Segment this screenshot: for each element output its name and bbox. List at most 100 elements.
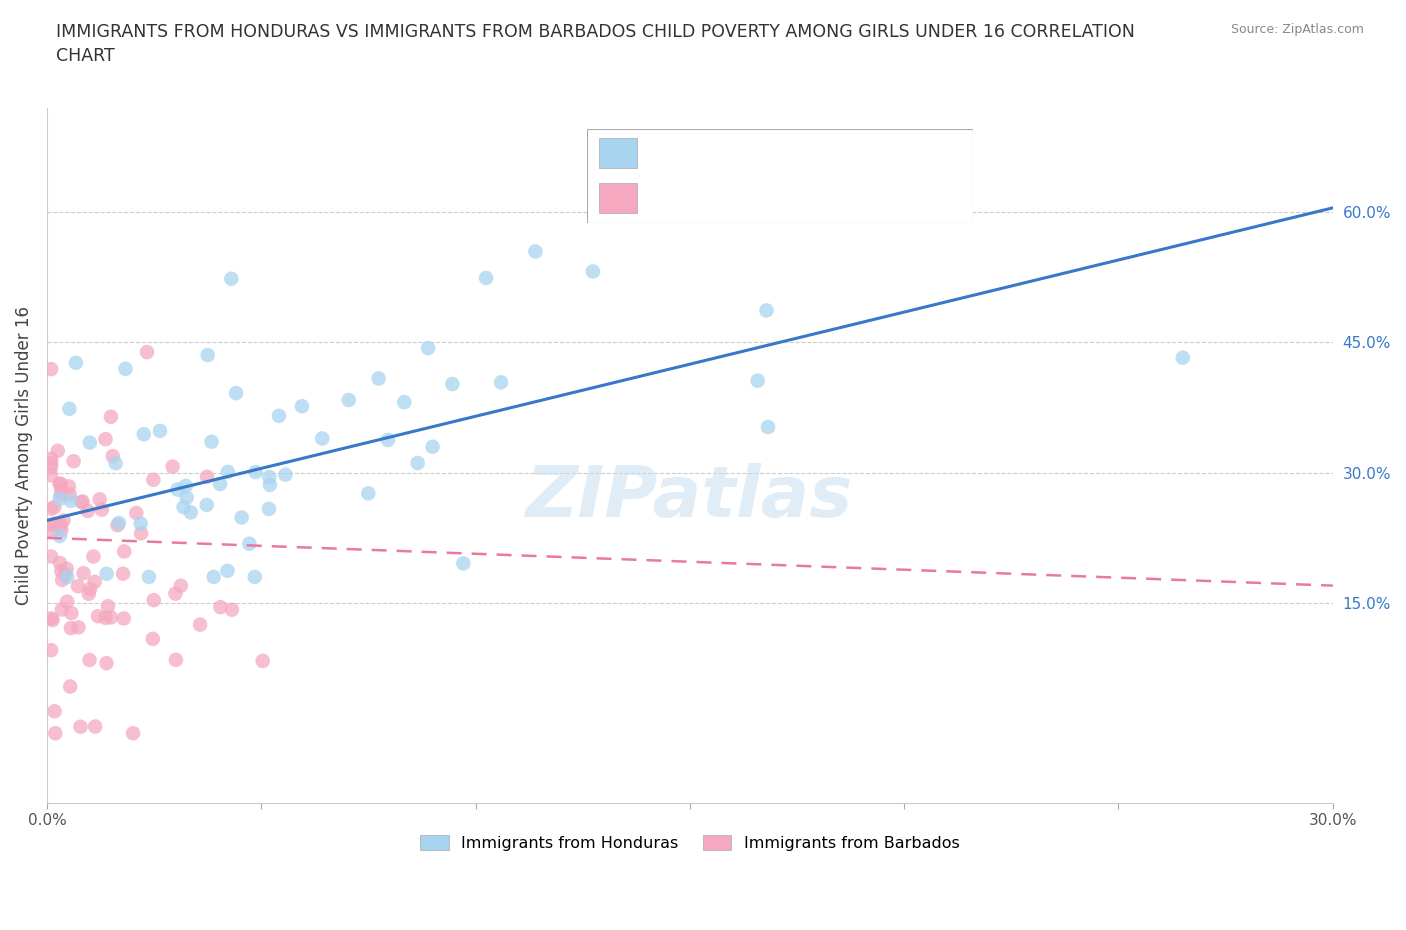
Point — [52, 513, 75, 528]
Point — [49, 476, 72, 491]
Point — [55, 562, 77, 577]
Point — [97, 599, 120, 614]
Point — [142, 472, 165, 487]
Point — [174, 479, 197, 494]
Point — [582, 264, 605, 279]
Point — [82, 549, 104, 564]
Point — [107, 518, 129, 533]
Point — [195, 498, 218, 512]
Point — [39, 451, 62, 466]
Point — [49, 517, 72, 532]
Point — [53, 567, 76, 582]
Point — [96, 566, 118, 581]
Point — [142, 631, 165, 646]
Point — [96, 656, 118, 671]
Point — [1171, 351, 1194, 365]
Point — [122, 725, 145, 740]
Point — [89, 492, 111, 507]
Point — [209, 600, 232, 615]
Point — [59, 494, 82, 509]
Point — [267, 408, 290, 423]
Point — [441, 377, 464, 392]
Point — [62, 454, 84, 469]
Point — [39, 643, 62, 658]
Point — [453, 556, 475, 571]
Point — [180, 505, 202, 520]
Point — [337, 392, 360, 407]
Point — [59, 679, 82, 694]
Point — [108, 515, 131, 530]
Point — [56, 569, 79, 584]
Point — [176, 490, 198, 505]
Point — [87, 609, 110, 624]
Point — [49, 487, 72, 502]
Point — [79, 435, 101, 450]
Point — [839, 184, 862, 199]
Point — [238, 537, 260, 551]
Point — [524, 244, 547, 259]
Point — [49, 555, 72, 570]
Point — [197, 348, 219, 363]
Point — [935, 166, 957, 180]
Point — [162, 459, 184, 474]
Text: ZIPatlas: ZIPatlas — [526, 462, 853, 532]
Point — [79, 581, 101, 596]
Point — [72, 565, 94, 580]
Point — [129, 516, 152, 531]
Point — [101, 448, 124, 463]
Point — [39, 611, 62, 626]
Point — [48, 491, 70, 506]
Point — [56, 594, 79, 609]
Point — [100, 409, 122, 424]
Point — [489, 375, 512, 390]
Point — [39, 501, 62, 516]
Point — [39, 460, 62, 475]
Point — [243, 569, 266, 584]
Point — [44, 516, 66, 531]
Point — [114, 362, 136, 377]
Point — [112, 544, 135, 559]
Point — [165, 652, 187, 667]
Point — [259, 477, 281, 492]
Point — [39, 549, 62, 564]
Point — [149, 423, 172, 438]
Point — [165, 586, 187, 601]
Point — [39, 517, 62, 532]
Point — [79, 653, 101, 668]
Point — [58, 402, 80, 417]
Point — [475, 271, 498, 286]
Point — [60, 605, 83, 620]
Point — [231, 510, 253, 525]
Point — [44, 499, 66, 514]
Point — [367, 371, 389, 386]
Point — [202, 569, 225, 584]
Text: IMMIGRANTS FROM HONDURAS VS IMMIGRANTS FROM BARBADOS CHILD POVERTY AMONG GIRLS U: IMMIGRANTS FROM HONDURAS VS IMMIGRANTS F… — [56, 23, 1135, 65]
Point — [195, 470, 218, 485]
Point — [67, 620, 90, 635]
Point — [406, 456, 429, 471]
Point — [65, 355, 87, 370]
Point — [142, 592, 165, 607]
Point — [129, 525, 152, 540]
Point — [217, 564, 239, 578]
Point — [51, 483, 73, 498]
Point — [219, 272, 242, 286]
Point — [138, 569, 160, 584]
Point — [58, 479, 80, 494]
Point — [51, 573, 73, 588]
Point — [422, 439, 444, 454]
Point — [170, 578, 193, 593]
Point — [46, 444, 69, 458]
Point — [132, 427, 155, 442]
Point — [51, 564, 73, 578]
Legend: Immigrants from Honduras, Immigrants from Barbados: Immigrants from Honduras, Immigrants fro… — [413, 829, 966, 857]
Point — [69, 719, 91, 734]
Point — [394, 394, 416, 409]
Point — [259, 470, 281, 485]
Point — [83, 575, 105, 590]
Point — [357, 485, 380, 500]
Point — [90, 502, 112, 517]
Point — [111, 566, 134, 581]
Point — [217, 464, 239, 479]
Point — [84, 719, 107, 734]
